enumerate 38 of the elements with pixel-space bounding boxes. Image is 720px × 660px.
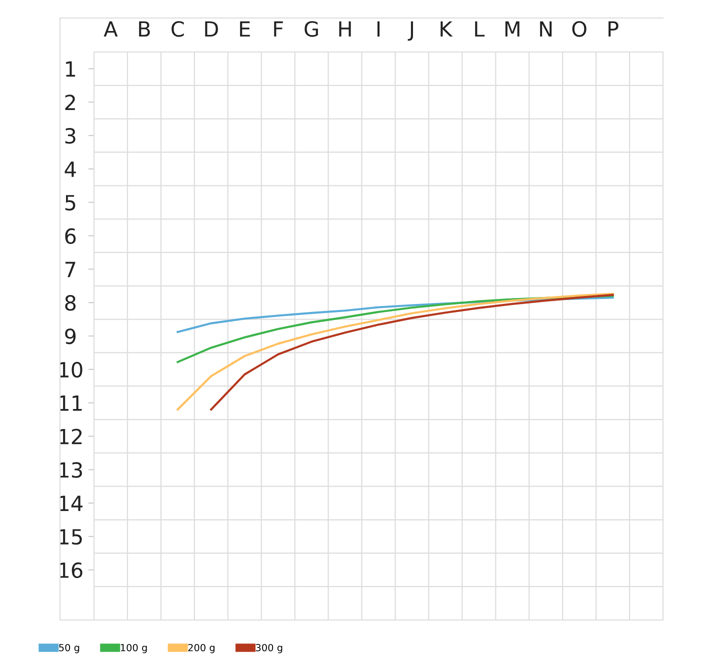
legend-label: 200 g	[188, 644, 214, 654]
x-tick-label: P	[608, 21, 618, 37]
y-tick-label: 11	[59, 396, 82, 411]
x-tick-label: M	[505, 21, 520, 37]
x-tick-label: A	[104, 21, 118, 37]
y-tick-label: 1	[66, 61, 76, 77]
y-tick-label: 8	[65, 295, 76, 311]
y-tick-label: 16	[59, 562, 82, 578]
line-series	[176, 296, 614, 334]
x-tick-label: B	[139, 21, 150, 37]
x-tick-label: L	[475, 21, 485, 37]
y-tick-label: 15	[59, 529, 82, 545]
y-tick-label: 12	[59, 428, 82, 444]
x-tick-label: N	[540, 21, 552, 37]
x-tick-label: D	[205, 21, 218, 37]
line-series	[176, 294, 614, 364]
y-tick-label: 13	[59, 462, 82, 478]
x-tick-label: O	[572, 21, 586, 37]
x-tick-label: I	[377, 21, 380, 37]
x-tick-label: C	[172, 21, 184, 37]
x-tick-label: F	[274, 21, 283, 37]
legend-label: 50 g	[59, 644, 80, 654]
x-tick-label: H	[339, 21, 351, 37]
y-tick-label: 4	[64, 162, 76, 177]
x-tick-label: E	[240, 21, 250, 37]
y-tick-label: 9	[65, 328, 76, 344]
x-tick-label: G	[304, 21, 318, 37]
y-tick-label: 5	[65, 195, 76, 211]
legend-label: 300 g	[256, 644, 282, 654]
x-tick-label: K	[440, 21, 453, 37]
y-tick-label: 6	[65, 228, 76, 244]
y-tick-label: 7	[65, 262, 76, 278]
legend-label: 100 g	[120, 644, 147, 654]
y-tick-label: 2	[65, 94, 75, 110]
y-tick-label: 3	[65, 128, 76, 144]
x-tick-label: J	[408, 21, 413, 41]
y-tick-label: 14	[59, 496, 82, 511]
y-tick-label: 10	[59, 362, 82, 378]
